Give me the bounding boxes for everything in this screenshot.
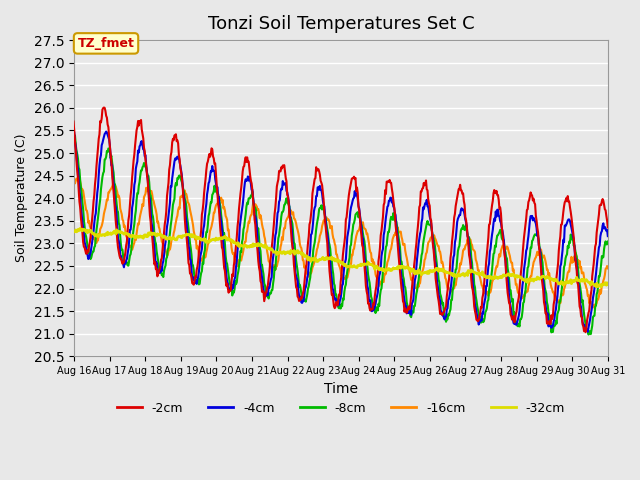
-2cm (253, 241, 260, 247)
-2cm (196, 244, 204, 250)
-32cm (604, 281, 612, 287)
-2cm (590, 261, 598, 266)
X-axis label: Time: Time (324, 382, 358, 396)
-16cm (586, 299, 594, 304)
-32cm (41, 223, 49, 229)
-4cm (584, 329, 591, 335)
Y-axis label: Soil Temperature (C): Soil Temperature (C) (15, 134, 28, 263)
-32cm (253, 241, 260, 247)
-16cm (116, 206, 124, 212)
-2cm (604, 225, 612, 230)
-16cm (589, 305, 597, 311)
-4cm (587, 312, 595, 317)
Line: -4cm: -4cm (0, 107, 608, 332)
-32cm (597, 284, 605, 289)
-2cm (582, 329, 589, 335)
Line: -16cm: -16cm (0, 173, 608, 308)
-16cm (604, 265, 612, 271)
Line: -32cm: -32cm (0, 226, 608, 287)
-16cm (196, 258, 204, 264)
-2cm (587, 292, 595, 298)
-16cm (253, 204, 260, 209)
-32cm (586, 280, 594, 286)
Legend: -2cm, -4cm, -8cm, -16cm, -32cm: -2cm, -4cm, -8cm, -16cm, -32cm (112, 396, 570, 420)
-8cm (196, 281, 204, 287)
Line: -8cm: -8cm (0, 123, 608, 335)
-2cm (116, 255, 124, 261)
-4cm (196, 261, 204, 267)
-32cm (589, 281, 597, 287)
-32cm (116, 229, 124, 235)
-16cm (590, 304, 598, 310)
-16cm (4, 170, 12, 176)
-8cm (253, 221, 260, 227)
-2cm (30, 77, 38, 83)
Line: -2cm: -2cm (0, 80, 608, 332)
-4cm (253, 225, 260, 230)
Title: Tonzi Soil Temperatures Set C: Tonzi Soil Temperatures Set C (207, 15, 474, 33)
-4cm (604, 233, 612, 239)
-8cm (585, 332, 593, 337)
-4cm (116, 252, 124, 258)
-8cm (587, 331, 595, 337)
-32cm (196, 236, 204, 241)
-8cm (604, 239, 612, 244)
Text: TZ_fmet: TZ_fmet (77, 37, 134, 50)
-4cm (590, 291, 598, 297)
-8cm (0, 120, 5, 126)
-8cm (590, 313, 598, 319)
-8cm (116, 234, 124, 240)
